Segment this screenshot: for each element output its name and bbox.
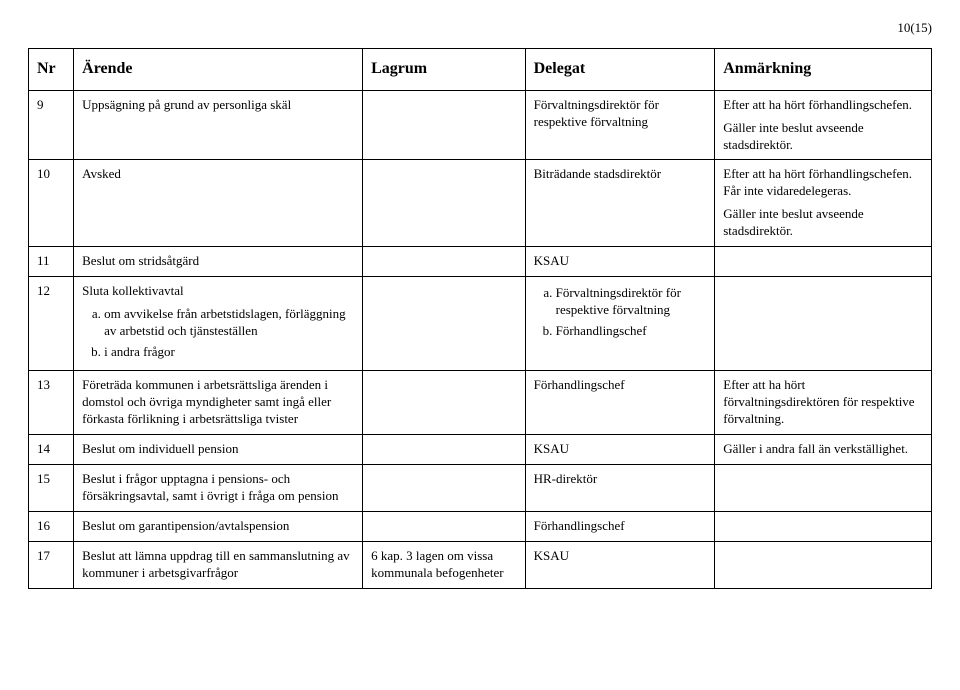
cell-delegat: Förvaltningsdirektör för respektive förv…	[525, 276, 715, 371]
cell-anmarkning: Efter att ha hört förhandlingschefen. Få…	[715, 160, 932, 247]
arende-sub-b: i andra frågor	[104, 344, 354, 361]
delegation-table: Nr Ärende Lagrum Delegat Anmärkning 9 Up…	[28, 48, 932, 589]
cell-nr: 9	[29, 90, 74, 160]
table-row: 11 Beslut om stridsåtgärd KSAU	[29, 247, 932, 277]
cell-nr: 13	[29, 371, 74, 435]
cell-anmarkning: Efter att ha hört förvaltningsdirektören…	[715, 371, 932, 435]
cell-anmarkning	[715, 276, 932, 371]
table-row: 16 Beslut om garantipension/avtalspensio…	[29, 511, 932, 541]
cell-arende: Avsked	[74, 160, 363, 247]
table-row: 15 Beslut i frågor upptagna i pensions- …	[29, 465, 932, 512]
col-header-anmarkning: Anmärkning	[715, 49, 932, 91]
cell-arende: Uppsägning på grund av personliga skäl	[74, 90, 363, 160]
col-header-delegat: Delegat	[525, 49, 715, 91]
cell-nr: 12	[29, 276, 74, 371]
cell-nr: 10	[29, 160, 74, 247]
cell-delegat: Förhandlingschef	[525, 511, 715, 541]
arende-sub-a: om avvikelse från arbetstidslagen, förlä…	[104, 306, 354, 340]
cell-lagrum	[363, 435, 526, 465]
cell-arende: Beslut om garantipension/avtalspension	[74, 511, 363, 541]
cell-lagrum	[363, 511, 526, 541]
table-row: 9 Uppsägning på grund av personliga skäl…	[29, 90, 932, 160]
cell-delegat: Biträdande stadsdirektör	[525, 160, 715, 247]
cell-nr: 14	[29, 435, 74, 465]
cell-arende: Beslut om stridsåtgärd	[74, 247, 363, 277]
cell-lagrum	[363, 90, 526, 160]
table-row: 17 Beslut att lämna uppdrag till en samm…	[29, 541, 932, 588]
cell-delegat: KSAU	[525, 435, 715, 465]
cell-nr: 11	[29, 247, 74, 277]
cell-lagrum	[363, 276, 526, 371]
cell-nr: 16	[29, 511, 74, 541]
cell-anmarkning	[715, 247, 932, 277]
cell-lagrum	[363, 465, 526, 512]
arende-heading: Sluta kollektivavtal	[82, 283, 354, 300]
cell-arende: Företräda kommunen i arbetsrättsliga äre…	[74, 371, 363, 435]
cell-delegat: HR-direktör	[525, 465, 715, 512]
table-row: 10 Avsked Biträdande stadsdirektör Efter…	[29, 160, 932, 247]
col-header-arende: Ärende	[74, 49, 363, 91]
cell-lagrum	[363, 160, 526, 247]
cell-lagrum	[363, 247, 526, 277]
cell-delegat: KSAU	[525, 247, 715, 277]
cell-anmarkning	[715, 511, 932, 541]
cell-arende: Beslut i frågor upptagna i pensions- och…	[74, 465, 363, 512]
table-row: 13 Företräda kommunen i arbetsrättsliga …	[29, 371, 932, 435]
anm-line: Gäller inte beslut avseende stadsdirektö…	[723, 206, 923, 240]
cell-anmarkning	[715, 465, 932, 512]
table-header-row: Nr Ärende Lagrum Delegat Anmärkning	[29, 49, 932, 91]
anm-line: Efter att ha hört förhandlingschefen. Få…	[723, 166, 923, 200]
anm-line: Efter att ha hört förhandlingschefen.	[723, 97, 923, 114]
cell-anmarkning: Gäller i andra fall än verkställighet.	[715, 435, 932, 465]
cell-anmarkning: Efter att ha hört förhandlingschefen. Gä…	[715, 90, 932, 160]
cell-anmarkning	[715, 541, 932, 588]
page-number: 10(15)	[28, 20, 932, 36]
cell-nr: 17	[29, 541, 74, 588]
delegat-sub-a: Förvaltningsdirektör för respektive förv…	[556, 285, 707, 319]
delegat-sub-b: Förhandlingschef	[556, 323, 707, 340]
anm-line: Gäller inte beslut avseende stadsdirektö…	[723, 120, 923, 154]
cell-arende: Beslut att lämna uppdrag till en sammans…	[74, 541, 363, 588]
col-header-lagrum: Lagrum	[363, 49, 526, 91]
table-row: 12 Sluta kollektivavtal om avvikelse frå…	[29, 276, 932, 371]
cell-arende: Sluta kollektivavtal om avvikelse från a…	[74, 276, 363, 371]
col-header-nr: Nr	[29, 49, 74, 91]
cell-delegat: KSAU	[525, 541, 715, 588]
table-row: 14 Beslut om individuell pension KSAU Gä…	[29, 435, 932, 465]
cell-arende: Beslut om individuell pension	[74, 435, 363, 465]
cell-lagrum	[363, 371, 526, 435]
cell-delegat: Förhandlingschef	[525, 371, 715, 435]
cell-nr: 15	[29, 465, 74, 512]
cell-lagrum: 6 kap. 3 lagen om vissa kommunala befoge…	[363, 541, 526, 588]
cell-delegat: Förvaltningsdirektör för respektive förv…	[525, 90, 715, 160]
